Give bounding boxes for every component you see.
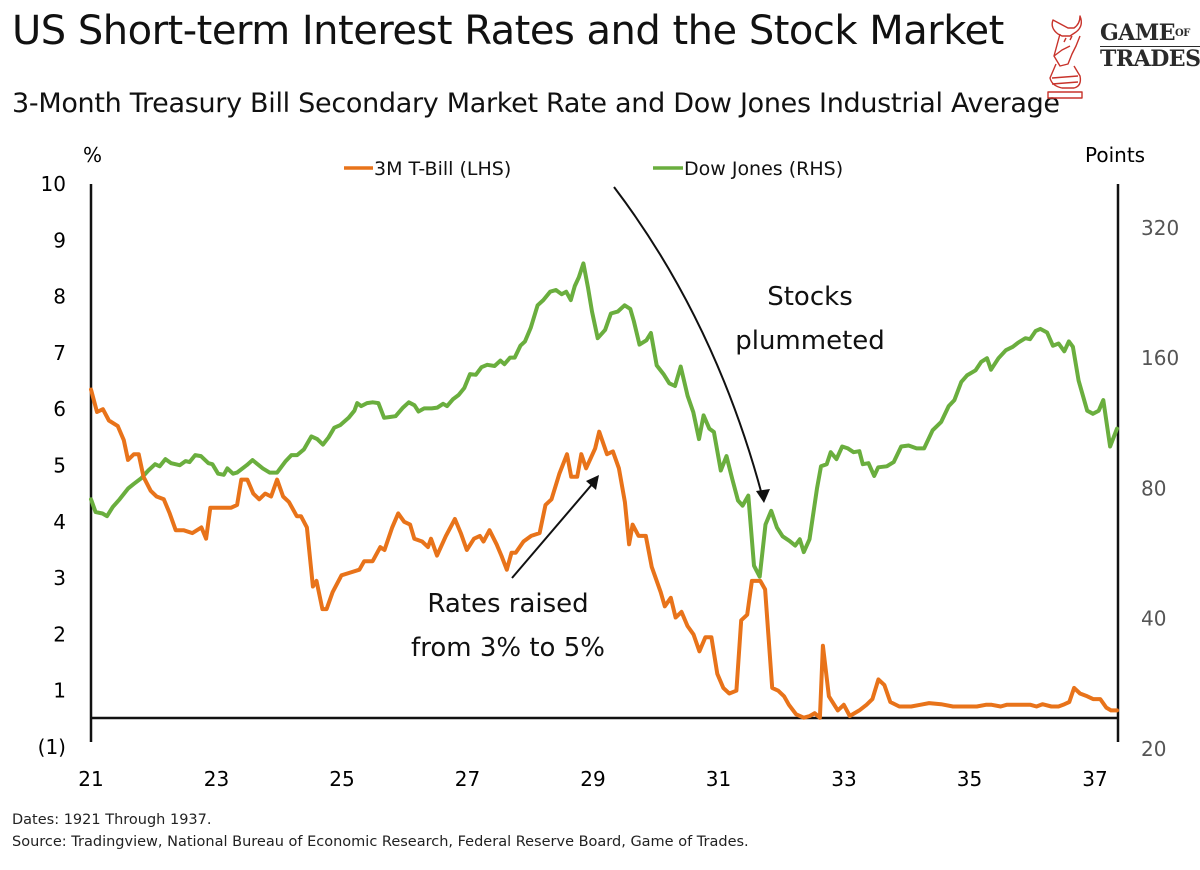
series-line-tbill [89, 387, 1119, 720]
y-left-tick-labels: 10 9 8 7 6 5 4 3 2 1 (1) [38, 172, 66, 759]
y-left-tick-label: 5 [53, 454, 66, 478]
y-right-tick-label: 40 [1141, 607, 1166, 631]
x-tick-labels: 21 23 25 27 29 31 33 35 37 [78, 767, 1107, 791]
bull-knight-chess-icon [1047, 15, 1083, 99]
y-left-tick-label: 10 [41, 172, 66, 196]
annotation-rates-line2: from 3% to 5% [411, 633, 605, 663]
chart-title: US Short-term Interest Rates and the Sto… [12, 8, 1004, 54]
annotation-arrowhead-stocks [756, 489, 770, 503]
x-tick-label: 35 [957, 767, 982, 791]
x-tick-label: 21 [78, 767, 103, 791]
annotation-rates-raised: Rates raised from 3% to 5% [411, 475, 605, 663]
annotation-stocks-line1: Stocks [767, 282, 853, 312]
y-right-tick-labels: 320 160 80 40 20 [1141, 216, 1179, 761]
x-tick-label: 27 [455, 767, 480, 791]
y-left-tick-label: 3 [53, 566, 66, 590]
legend-label-dow: Dow Jones (RHS) [684, 158, 843, 180]
annotation-arrow-rates [511, 481, 595, 579]
logo-line2: TRADES [1100, 46, 1200, 72]
y-left-tick-label: 9 [53, 228, 66, 252]
y-left-tick-label: 6 [53, 397, 66, 421]
y-right-tick-label: 160 [1141, 346, 1179, 370]
annotation-stocks-plummeted: Stocks plummeted [613, 186, 885, 503]
y-left-tick-label: 7 [53, 341, 66, 365]
series-line-dow [89, 261, 1119, 579]
x-tick-label: 29 [580, 767, 605, 791]
y-right-tick-label: 320 [1141, 216, 1179, 240]
footer-dates: Dates: 1921 Through 1937. [12, 812, 212, 828]
legend-label-tbill: 3M T-Bill (LHS) [374, 158, 511, 180]
legend: 3M T-Bill (LHS) Dow Jones (RHS) [344, 158, 843, 180]
y-left-tick-label: 4 [53, 510, 66, 534]
y-left-tick-label: 1 [53, 679, 66, 703]
annotation-arrow-stocks [613, 186, 763, 496]
annotation-arrowhead-rates [586, 475, 599, 490]
y-left-axis-title: % [83, 143, 102, 167]
y-left-tick-label: 2 [53, 622, 66, 646]
y-right-tick-label: 80 [1141, 476, 1166, 500]
footer-source: Source: Tradingview, National Bureau of … [12, 834, 749, 850]
annotation-stocks-line2: plummeted [735, 326, 885, 356]
y-right-tick-label: 20 [1141, 737, 1166, 761]
x-tick-label: 23 [204, 767, 229, 791]
logo-line1: GAME [1100, 20, 1175, 46]
x-tick-label: 37 [1082, 767, 1107, 791]
series-layer [89, 261, 1119, 720]
logo-wordmark: GAMEOF TRADES [1100, 22, 1200, 70]
x-tick-label: 31 [706, 767, 731, 791]
x-tick-label: 25 [329, 767, 354, 791]
y-left-tick-label: (1) [38, 735, 66, 759]
annotation-rates-line1: Rates raised [427, 589, 588, 619]
y-left-tick-label: 8 [53, 285, 66, 309]
chart-subtitle: 3-Month Treasury Bill Secondary Market R… [12, 88, 1060, 119]
logo-line1-small: OF [1174, 28, 1190, 39]
x-tick-label: 33 [831, 767, 856, 791]
y-right-axis-title: Points [1085, 143, 1145, 167]
